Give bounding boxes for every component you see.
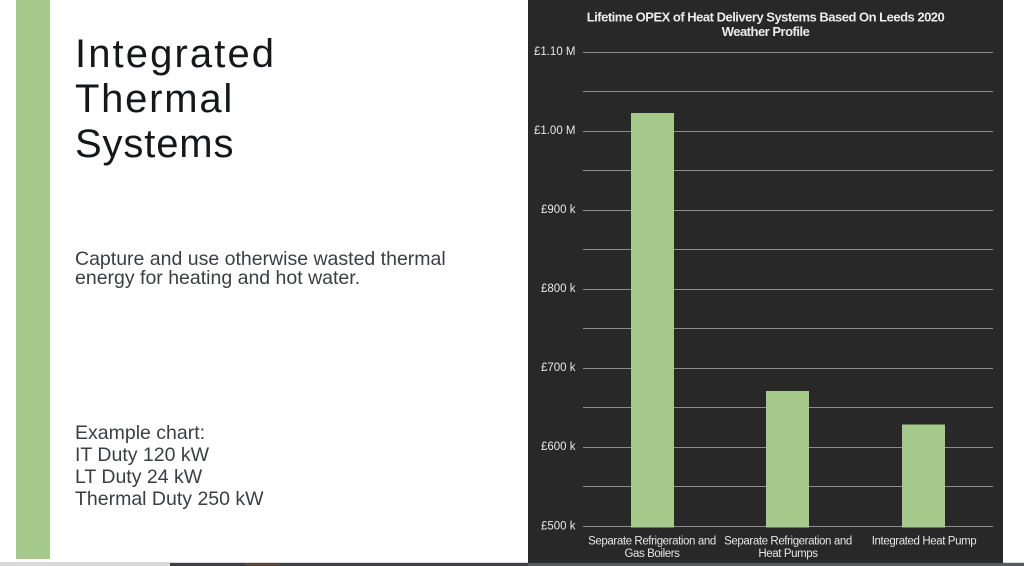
svg-text:£1.10 M: £1.10 M bbox=[534, 46, 576, 58]
svg-text:Gas Boilers: Gas Boilers bbox=[624, 548, 680, 560]
svg-text:£800 k: £800 k bbox=[541, 283, 576, 295]
svg-text:£500 k: £500 k bbox=[541, 521, 576, 533]
svg-text:£700 k: £700 k bbox=[541, 362, 576, 374]
svg-text:Separate Refrigeration and: Separate Refrigeration and bbox=[588, 536, 716, 548]
svg-text:£900 k: £900 k bbox=[541, 204, 576, 216]
svg-text:Lifetime OPEX of Heat Delivery: Lifetime OPEX of Heat Delivery Systems B… bbox=[587, 9, 945, 24]
svg-text:Separate Refrigeration and: Separate Refrigeration and bbox=[724, 536, 852, 548]
svg-text:£600 k: £600 k bbox=[541, 441, 576, 453]
svg-text:Heat Pumps: Heat Pumps bbox=[758, 548, 818, 560]
svg-text:Integrated Heat Pump: Integrated Heat Pump bbox=[872, 536, 977, 548]
svg-text:£1.00 M: £1.00 M bbox=[534, 125, 576, 137]
svg-text:Weather Profile: Weather Profile bbox=[722, 24, 810, 39]
